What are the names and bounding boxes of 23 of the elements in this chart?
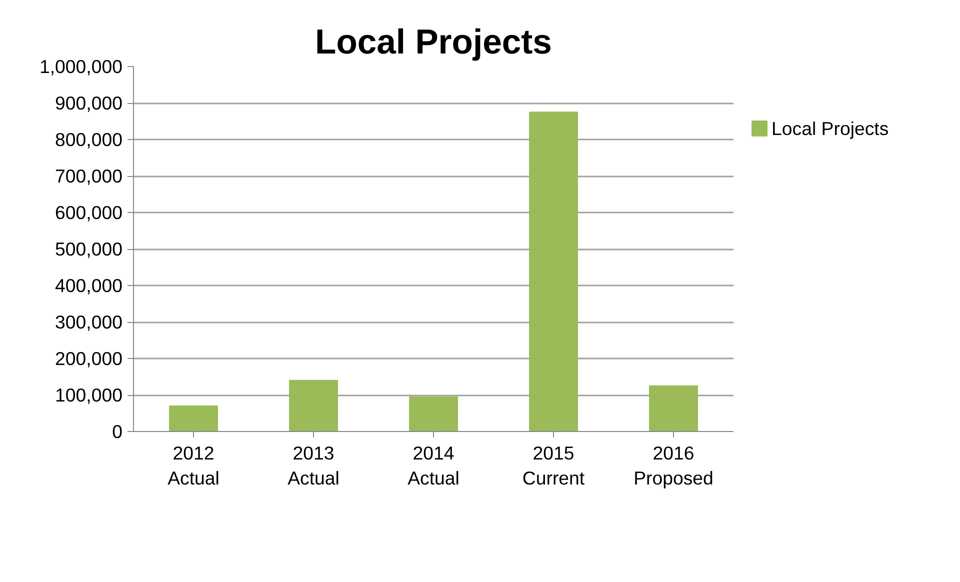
x-tick-label: 2014 Actual xyxy=(408,442,460,489)
y-tick-label: 600,000 xyxy=(55,202,123,223)
chart-title: Local Projects xyxy=(315,24,552,62)
bar xyxy=(289,380,338,432)
bar xyxy=(529,112,578,432)
x-tick-label: 2012 Actual xyxy=(168,442,220,489)
y-tick-label: 200,000 xyxy=(55,348,123,369)
y-tick-label: 0 xyxy=(112,421,123,442)
y-tick-label: 1,000,000 xyxy=(40,56,123,77)
x-tick-label: 2015 Current xyxy=(522,442,586,489)
x-tick-label: 2013 Actual xyxy=(288,442,340,489)
y-tick-label: 400,000 xyxy=(55,275,123,296)
bar xyxy=(649,385,698,432)
y-tick-label: 700,000 xyxy=(55,166,123,186)
y-tick-label: 100,000 xyxy=(55,384,123,406)
y-tick-label: 900,000 xyxy=(55,92,123,114)
legend-label: Local Projects xyxy=(772,118,889,140)
y-tick-label: 800,000 xyxy=(55,129,123,150)
x-tick-label: 2016 Proposed xyxy=(634,442,714,489)
y-tick-label: 300,000 xyxy=(55,312,123,332)
bar xyxy=(409,396,458,432)
y-tick-label: 500,000 xyxy=(55,238,123,260)
bar xyxy=(169,405,218,432)
